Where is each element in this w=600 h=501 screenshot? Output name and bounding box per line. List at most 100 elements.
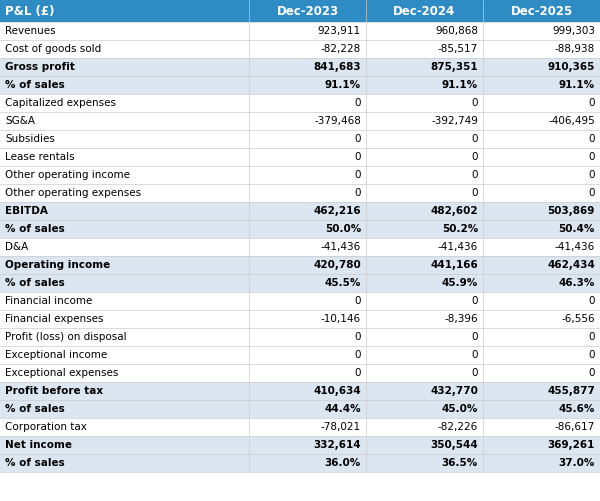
Text: 45.0%: 45.0% [442, 404, 478, 414]
Text: 36.0%: 36.0% [325, 458, 361, 468]
Text: 0: 0 [472, 134, 478, 144]
Text: 50.0%: 50.0% [325, 224, 361, 234]
Bar [0, 238, 600, 256]
Text: 91.1%: 91.1% [325, 80, 361, 90]
Text: Net income: Net income [5, 440, 72, 450]
Text: 410,634: 410,634 [313, 386, 361, 396]
Text: 0: 0 [355, 368, 361, 378]
Bar [0, 220, 600, 238]
Text: 0: 0 [589, 296, 595, 306]
Text: 0: 0 [355, 296, 361, 306]
Bar [0, 346, 600, 364]
Text: Operating income: Operating income [5, 260, 110, 270]
Bar [0, 22, 600, 40]
Bar [0, 40, 600, 58]
Text: 36.5%: 36.5% [442, 458, 478, 468]
Text: 46.3%: 46.3% [559, 278, 595, 288]
Bar [0, 292, 600, 310]
Text: 37.0%: 37.0% [559, 458, 595, 468]
Text: 45.6%: 45.6% [559, 404, 595, 414]
Bar [0, 400, 600, 418]
Text: -88,938: -88,938 [555, 44, 595, 54]
Bar [0, 76, 600, 94]
Text: 960,868: 960,868 [435, 26, 478, 36]
Text: -10,146: -10,146 [321, 314, 361, 324]
Text: 0: 0 [472, 368, 478, 378]
Text: Financial income: Financial income [5, 296, 92, 306]
Text: 455,877: 455,877 [547, 386, 595, 396]
Text: 910,365: 910,365 [548, 62, 595, 72]
Bar [0, 256, 600, 274]
Text: 841,683: 841,683 [313, 62, 361, 72]
Text: 0: 0 [589, 98, 595, 108]
Text: Profit (loss) on disposal: Profit (loss) on disposal [5, 332, 127, 342]
Text: 0: 0 [472, 170, 478, 180]
Text: -82,228: -82,228 [321, 44, 361, 54]
Text: 0: 0 [355, 152, 361, 162]
Text: 441,166: 441,166 [430, 260, 478, 270]
Text: Dec-2023: Dec-2023 [277, 5, 338, 18]
Text: 0: 0 [355, 98, 361, 108]
Text: 50.4%: 50.4% [559, 224, 595, 234]
Text: -85,517: -85,517 [438, 44, 478, 54]
Text: % of sales: % of sales [5, 404, 65, 414]
Text: -406,495: -406,495 [548, 116, 595, 126]
Text: -86,617: -86,617 [555, 422, 595, 432]
Text: Exceptional expenses: Exceptional expenses [5, 368, 118, 378]
Bar [0, 310, 600, 328]
Text: % of sales: % of sales [5, 278, 65, 288]
Text: -78,021: -78,021 [321, 422, 361, 432]
Text: -392,749: -392,749 [431, 116, 478, 126]
Text: -8,396: -8,396 [445, 314, 478, 324]
Text: Dec-2024: Dec-2024 [394, 5, 455, 18]
Text: 0: 0 [589, 134, 595, 144]
Bar [0, 94, 600, 112]
Text: 91.1%: 91.1% [559, 80, 595, 90]
Text: % of sales: % of sales [5, 80, 65, 90]
Text: Lease rentals: Lease rentals [5, 152, 74, 162]
Text: Revenues: Revenues [5, 26, 56, 36]
Text: 0: 0 [355, 188, 361, 198]
Text: Subsidies: Subsidies [5, 134, 55, 144]
Text: 0: 0 [355, 332, 361, 342]
Text: 50.2%: 50.2% [442, 224, 478, 234]
Text: 91.1%: 91.1% [442, 80, 478, 90]
Text: Profit before tax: Profit before tax [5, 386, 103, 396]
Text: 45.5%: 45.5% [325, 278, 361, 288]
Text: 0: 0 [472, 188, 478, 198]
Text: 0: 0 [355, 350, 361, 360]
Text: -82,226: -82,226 [438, 422, 478, 432]
Text: 0: 0 [589, 170, 595, 180]
Text: 0: 0 [589, 332, 595, 342]
Text: 0: 0 [472, 152, 478, 162]
Bar [0, 202, 600, 220]
Text: % of sales: % of sales [5, 224, 65, 234]
Text: Financial expenses: Financial expenses [5, 314, 104, 324]
Text: 369,261: 369,261 [548, 440, 595, 450]
Bar [0, 58, 600, 76]
Bar [0, 436, 600, 454]
Text: P&L (£): P&L (£) [5, 5, 55, 18]
Text: 462,434: 462,434 [547, 260, 595, 270]
Text: 420,780: 420,780 [313, 260, 361, 270]
Text: 0: 0 [589, 152, 595, 162]
Text: -379,468: -379,468 [314, 116, 361, 126]
Bar [0, 184, 600, 202]
Text: Capitalized expenses: Capitalized expenses [5, 98, 116, 108]
Text: EBITDA: EBITDA [5, 206, 48, 216]
Text: Other operating expenses: Other operating expenses [5, 188, 141, 198]
Text: -6,556: -6,556 [562, 314, 595, 324]
Text: 0: 0 [355, 134, 361, 144]
Text: Gross profit: Gross profit [5, 62, 75, 72]
Bar [0, 112, 600, 130]
Text: Cost of goods sold: Cost of goods sold [5, 44, 101, 54]
Bar [0, 148, 600, 166]
Bar [0, 166, 600, 184]
Text: -41,436: -41,436 [438, 242, 478, 252]
Text: % of sales: % of sales [5, 458, 65, 468]
Bar [0, 454, 600, 472]
Bar [0, 130, 600, 148]
Text: -41,436: -41,436 [555, 242, 595, 252]
Text: 482,602: 482,602 [430, 206, 478, 216]
Text: 0: 0 [589, 368, 595, 378]
